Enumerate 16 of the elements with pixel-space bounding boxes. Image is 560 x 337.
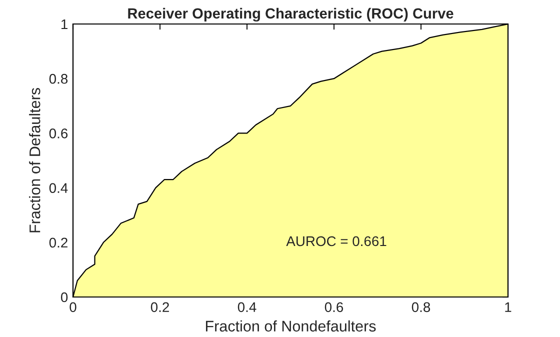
y-tick-label: 0.2 [49,238,68,248]
y-tick-label: 0.4 [49,183,68,193]
y-axis-title: Fraction of Defaulters [29,88,40,232]
y-tick-label: 1 [61,19,68,30]
x-tick-label: 0.6 [324,302,344,312]
x-tick-label: 0.2 [150,302,169,312]
x-axis-title: Fraction of Nondefaulters [206,320,376,332]
x-tick-label: 0.8 [412,302,430,312]
y-tick-label: 0 [60,292,68,302]
x-tick-label: 1 [505,302,512,312]
x-tick-label: 0 [70,302,76,312]
annotation: AUROC = 0.661 [286,236,386,246]
x-tick-label: 0.4 [238,302,256,312]
chart-title: Receiver Operating Characteristic (ROC) Curve [128,8,454,22]
y-tick-label: 0.8 [49,74,68,84]
y-tick-label: 0.6 [49,128,68,138]
